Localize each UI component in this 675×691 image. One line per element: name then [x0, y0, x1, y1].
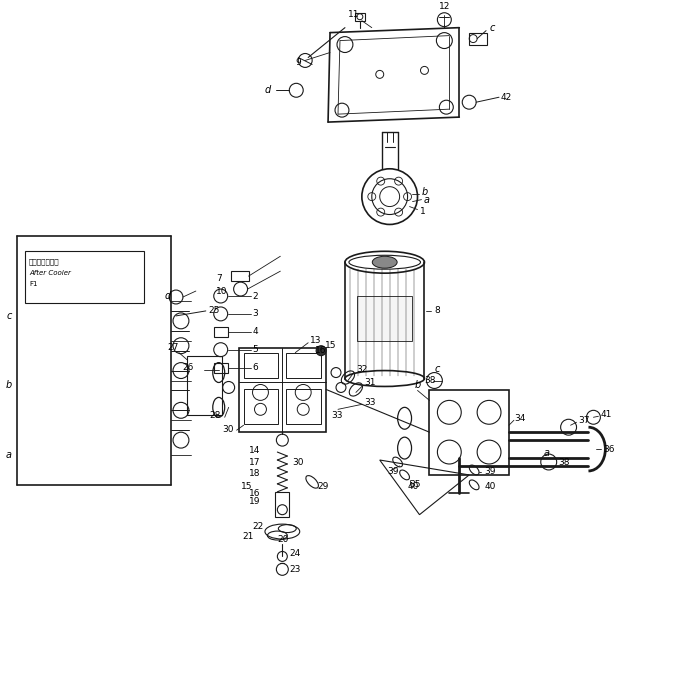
Bar [244, 352, 278, 377]
Text: 38: 38 [425, 376, 436, 385]
Bar [429, 390, 509, 475]
Text: 42: 42 [501, 93, 512, 102]
Text: 15: 15 [325, 341, 337, 350]
Text: 24: 24 [290, 549, 300, 558]
Text: 38: 38 [559, 457, 570, 466]
Text: 32: 32 [356, 365, 367, 374]
Text: 23: 23 [290, 565, 300, 574]
Bar [244, 390, 278, 424]
Text: b: b [421, 187, 428, 197]
Bar [357, 296, 412, 341]
Text: 8: 8 [435, 306, 440, 315]
Bar [355, 12, 364, 21]
Text: 11: 11 [348, 10, 359, 19]
Text: c: c [7, 311, 12, 321]
Text: 9: 9 [295, 58, 301, 67]
Text: After Cooler: After Cooler [29, 270, 71, 276]
Text: 40: 40 [484, 482, 495, 491]
Text: 33: 33 [364, 398, 375, 407]
Text: 18: 18 [249, 469, 261, 478]
Bar [214, 327, 227, 337]
Bar [286, 352, 321, 377]
Text: 5: 5 [252, 346, 259, 354]
Bar [275, 492, 290, 517]
Text: 39: 39 [484, 467, 495, 476]
Bar [231, 271, 248, 281]
Text: 16: 16 [249, 489, 261, 498]
Text: 6: 6 [252, 363, 259, 372]
Text: 29: 29 [317, 482, 329, 491]
Text: c: c [489, 23, 495, 32]
Text: 21: 21 [242, 532, 254, 541]
Text: a: a [6, 450, 12, 460]
Text: 34: 34 [514, 414, 525, 423]
Text: 30: 30 [222, 425, 234, 434]
Text: 10: 10 [216, 287, 227, 296]
Text: d: d [165, 291, 171, 301]
Text: 37: 37 [578, 416, 590, 425]
Text: 1: 1 [419, 207, 425, 216]
Text: 30: 30 [292, 457, 304, 466]
Text: 7: 7 [216, 274, 221, 283]
Text: b: b [414, 381, 421, 390]
Text: 4: 4 [252, 328, 258, 337]
Text: 2: 2 [252, 292, 258, 301]
Text: 40: 40 [408, 482, 419, 491]
Circle shape [316, 346, 326, 356]
Text: 39: 39 [387, 467, 399, 476]
Text: アフタークーラ: アフタークーラ [29, 258, 59, 265]
Bar [214, 363, 227, 372]
Text: 22: 22 [252, 522, 264, 531]
Text: a: a [544, 448, 549, 458]
Text: 16: 16 [315, 346, 327, 355]
Text: a: a [423, 195, 429, 205]
Bar [25, 252, 144, 303]
Text: 13: 13 [310, 337, 322, 346]
Text: 35: 35 [410, 480, 421, 489]
Text: 19: 19 [249, 498, 261, 507]
Bar [286, 390, 321, 424]
Text: 31: 31 [364, 378, 375, 387]
Text: 26: 26 [182, 363, 194, 372]
Text: d: d [264, 85, 271, 95]
Bar [238, 348, 326, 432]
Text: 33: 33 [331, 410, 342, 420]
Text: c: c [435, 363, 440, 374]
Text: 15: 15 [241, 482, 252, 491]
Text: 17: 17 [249, 457, 261, 466]
Bar [187, 356, 221, 415]
Text: 12: 12 [439, 2, 450, 11]
Text: 28: 28 [209, 410, 221, 420]
Text: b: b [6, 381, 12, 390]
Text: 3: 3 [252, 310, 259, 319]
Ellipse shape [373, 256, 397, 268]
Text: 14: 14 [249, 446, 261, 455]
Bar [469, 32, 487, 44]
Text: 20: 20 [277, 535, 289, 544]
Text: 27: 27 [167, 343, 179, 352]
Text: F1: F1 [29, 281, 37, 287]
Text: 41: 41 [600, 410, 612, 419]
Text: 25: 25 [209, 306, 220, 315]
Text: 36: 36 [603, 444, 615, 453]
